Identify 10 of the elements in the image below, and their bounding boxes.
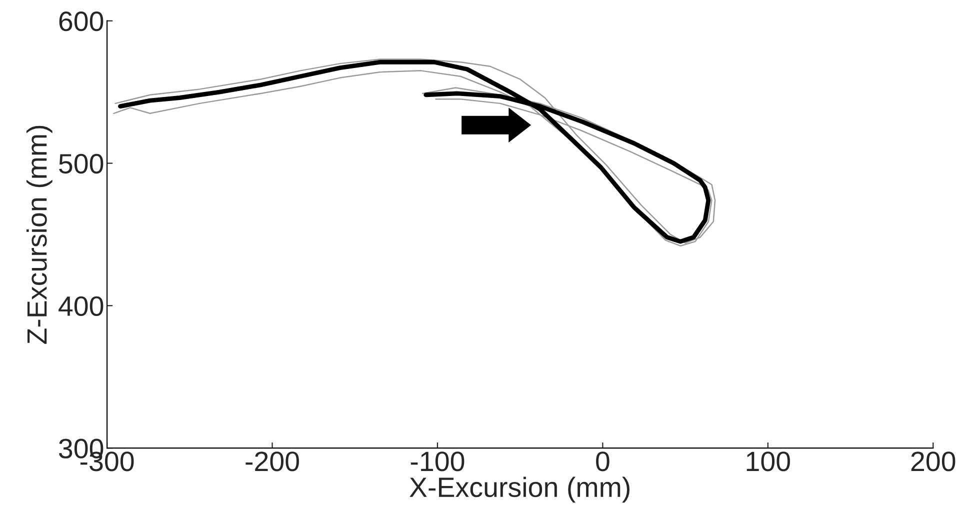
y-axis-title: Z-Excursion (mm) [26,126,52,344]
x-tick-label: 100 [746,452,790,472]
x-tick-label: -100 [410,452,464,472]
y-tick-label: 500 [59,154,104,174]
x-tick-label: -200 [246,452,299,472]
y-tick-label: 400 [58,296,104,316]
x-tick-label: 200 [911,452,956,472]
y-tick-label: 600 [59,12,104,32]
x-axis-title: X-Excursion (mm) [410,476,630,503]
x-tick-label: 0 [596,452,610,472]
